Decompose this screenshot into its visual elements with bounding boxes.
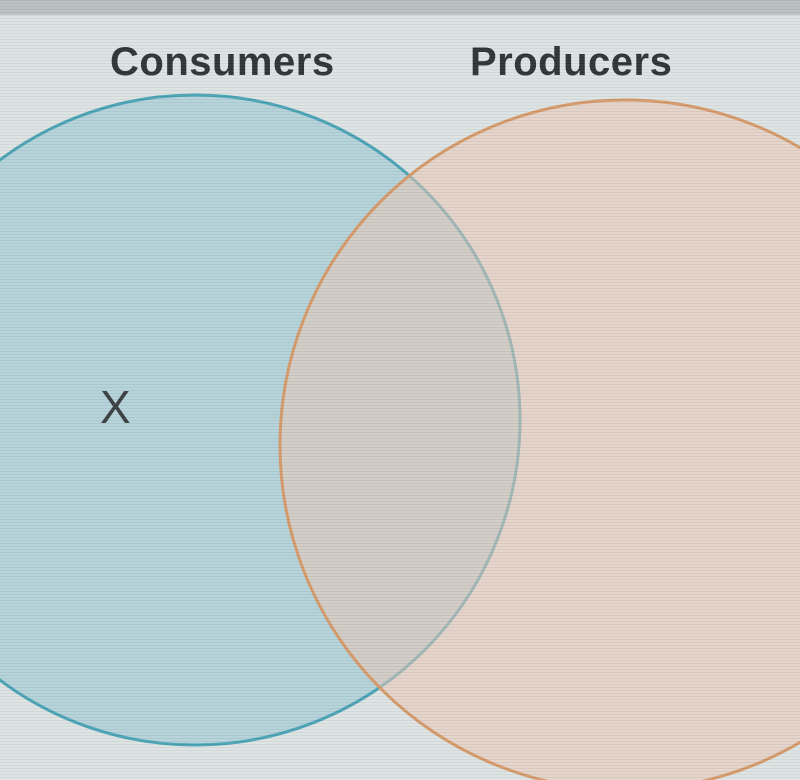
x-marker: X (100, 380, 131, 434)
venn-stage: Consumers Producers X (0, 0, 800, 780)
consumers-label: Consumers (110, 40, 335, 85)
venn-circles (0, 95, 800, 780)
producers-label: Producers (470, 40, 672, 85)
